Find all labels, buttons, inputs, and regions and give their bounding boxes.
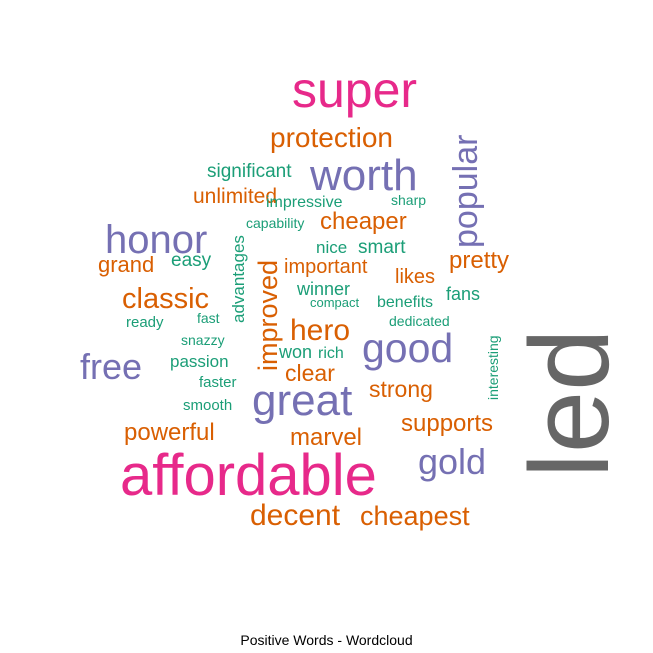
word-clear: clear [285, 360, 335, 386]
word-popular: popular [447, 135, 485, 248]
word-classic: classic [122, 283, 209, 315]
word-honor: honor [105, 218, 207, 262]
word-sharp: sharp [391, 192, 426, 208]
word-protection: protection [270, 122, 393, 153]
word-fast: fast [197, 310, 220, 326]
word-fans: fans [446, 284, 480, 304]
word-smooth: smooth [183, 397, 232, 414]
word-advantages: advantages [229, 235, 248, 323]
word-cheaper: cheaper [320, 208, 407, 235]
word-pretty: pretty [449, 247, 509, 274]
word-super: super [292, 62, 417, 118]
word-smart: smart [358, 237, 406, 258]
word-supports: supports [401, 410, 493, 437]
word-grand: grand [98, 252, 154, 277]
word-decent: decent [250, 499, 341, 532]
word-free: free [80, 346, 142, 387]
word-good: good [362, 325, 453, 371]
word-compact: compact [310, 295, 360, 310]
word-faster: faster [199, 374, 237, 391]
word-snazzy: snazzy [181, 332, 225, 348]
word-important: important [284, 256, 368, 278]
word-powerful: powerful [124, 419, 215, 446]
word-affordable: affordable [120, 443, 377, 508]
word-marvel: marvel [290, 424, 362, 451]
word-nice: nice [316, 238, 347, 257]
word-won: won [278, 342, 312, 362]
word-led: led [507, 329, 632, 478]
word-passion: passion [170, 352, 229, 371]
word-improved: improved [253, 260, 283, 371]
word-winner: winner [296, 279, 350, 299]
word-strong: strong [369, 376, 433, 402]
word-dedicated: dedicated [389, 313, 450, 329]
word-significant: significant [207, 161, 292, 182]
word-cheapest: cheapest [360, 501, 470, 531]
word-worth: worth [309, 151, 418, 200]
word-likes: likes [395, 266, 435, 288]
word-easy: easy [171, 250, 212, 271]
word-capability: capability [246, 215, 304, 231]
word-unlimited: unlimited [193, 185, 277, 208]
word-benefits: benefits [377, 294, 433, 311]
chart-caption: Positive Words - Wordcloud [240, 632, 413, 648]
word-ready: ready [126, 314, 164, 331]
word-hero: hero [290, 314, 350, 347]
word-impressive: impressive [266, 194, 343, 211]
word-interesting: interesting [485, 335, 501, 400]
word-great: great [252, 376, 352, 425]
word-gold: gold [418, 441, 486, 482]
word-rich: rich [318, 345, 344, 362]
